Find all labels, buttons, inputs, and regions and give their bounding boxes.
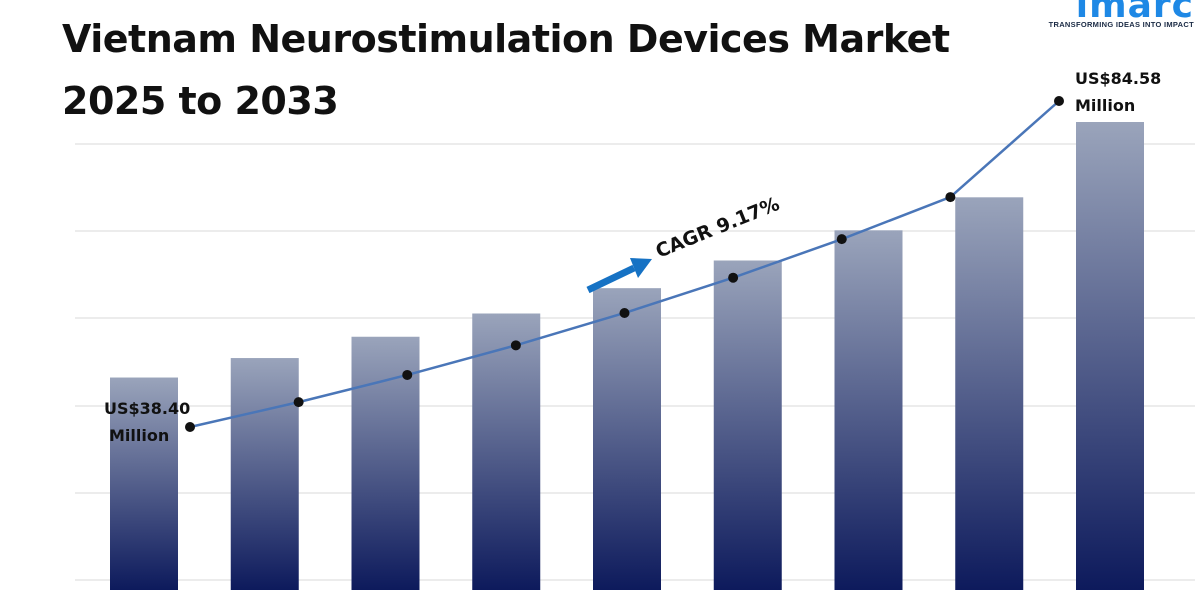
cagr-label: CAGR 9.17% [653,193,783,263]
start-value-label-line1: US$38.40 [104,399,190,418]
trend-line [185,96,1064,432]
trend-point-2033 [1054,96,1064,106]
bar-2030 [713,260,782,590]
trend-point-2031 [836,234,847,245]
trend-point-2030 [728,272,739,283]
cagr-arrow [586,258,652,294]
trend-point-2032 [945,192,956,203]
bar-2025 [110,377,178,590]
chart-title-line1: Vietnam Neurostimulation Devices Market [62,17,950,61]
bar-2032 [955,197,1024,590]
bar-2033 [1076,122,1144,590]
bar-2031 [834,230,903,591]
trend-point-2028 [510,340,521,351]
logo-tagline: TRANSFORMING IDEAS INTO IMPACT [1048,20,1194,29]
trend-point-2026 [293,397,304,408]
start-value-label-line2: Million [109,426,169,445]
bar-2029 [593,288,661,590]
trend-point-2029 [619,307,630,318]
logo-wordmark: imarc [1075,0,1194,26]
chart-title-line2: 2025 to 2033 [62,79,339,123]
bar-2026 [230,358,299,590]
imarc-logo: imarc TRANSFORMING IDEAS INTO IMPACT [1024,0,1194,29]
bars [110,122,1144,591]
trend-point-2027 [402,369,413,380]
end-value-label-line2: Million [1075,96,1135,115]
end-value-label-line1: US$84.58 [1075,69,1161,88]
trend-point-2025 [185,422,195,432]
chart-title: Vietnam Neurostimulation Devices Market … [62,8,1022,132]
bar-2028 [472,313,541,590]
